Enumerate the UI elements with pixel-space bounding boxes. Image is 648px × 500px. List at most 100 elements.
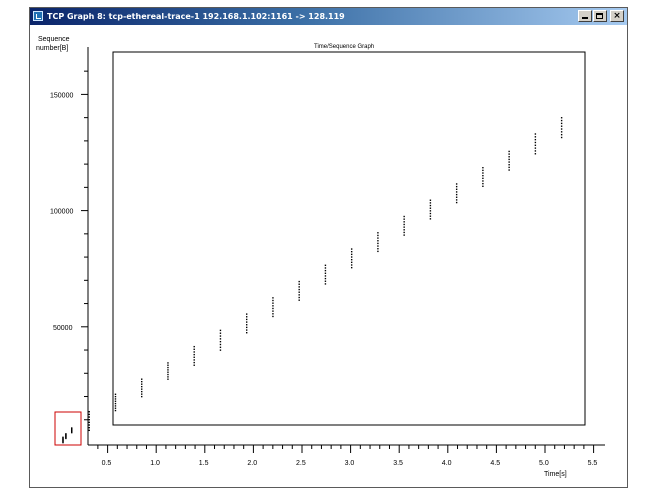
data-point: [429, 212, 432, 215]
data-point: [114, 400, 117, 402]
data-point: [350, 248, 353, 250]
data-point: [429, 207, 432, 209]
title-bar[interactable]: TCP Graph 8: tcp-ethereal-trace-1 192.16…: [30, 8, 627, 25]
data-point: [482, 172, 484, 174]
data-point: [324, 280, 327, 282]
data-point: [482, 182, 484, 185]
data-point: [141, 388, 143, 390]
x-tick-label: 3.5: [393, 460, 403, 467]
data-point: [534, 150, 537, 152]
graph-canvas[interactable]: Sequence number[B] Time[s] Time/Sequence…: [30, 25, 628, 487]
data-point: [508, 166, 510, 169]
data-point: [141, 380, 143, 383]
data-point: [245, 324, 248, 326]
data-point: [508, 161, 510, 163]
data-point: [88, 416, 90, 418]
data-point: [377, 248, 379, 250]
data-point: [62, 441, 64, 443]
data-point: [193, 356, 195, 358]
data-point: [508, 164, 510, 166]
zoom-frame[interactable]: [112, 51, 586, 426]
data-point: [167, 373, 169, 376]
data-point: [482, 185, 484, 187]
x-tick-label: 2.5: [296, 460, 306, 467]
data-point: [219, 343, 222, 346]
data-point: [62, 439, 64, 442]
data-point: [534, 138, 537, 141]
x-tick-label: 2.0: [247, 460, 257, 467]
data-point: [167, 366, 169, 369]
data-point: [377, 234, 379, 237]
data-point: [534, 144, 537, 146]
data-point: [141, 395, 143, 398]
y-axis-label-line2: number[B]: [36, 45, 68, 52]
data-point: [219, 335, 222, 337]
data-point: [114, 395, 117, 398]
minimize-button[interactable]: [578, 10, 592, 22]
data-point: [455, 199, 458, 201]
x-tick-label: 3.0: [345, 460, 355, 467]
close-button[interactable]: ×: [610, 10, 624, 22]
data-point: [455, 193, 458, 196]
data-point: [298, 286, 300, 288]
data-point: [482, 177, 484, 180]
data-point: [193, 351, 195, 353]
data-point: [560, 128, 563, 130]
data-point: [429, 215, 432, 217]
data-point: [245, 332, 248, 334]
data-point: [324, 272, 327, 274]
time-sequence-chart[interactable]: Sequence number[B] Time[s] Time/Sequence…: [30, 25, 628, 487]
data-point: [114, 398, 117, 400]
data-point: [88, 426, 90, 429]
x-tick-label: 1.5: [199, 460, 209, 467]
data-point: [141, 378, 143, 380]
data-point: [62, 438, 64, 440]
data-point: [193, 353, 195, 356]
data-point: [560, 133, 563, 136]
maximize-icon: [596, 13, 603, 19]
data-point: [272, 315, 274, 318]
x-tick-label: 5.5: [588, 460, 598, 467]
data-point: [377, 237, 379, 239]
data-point: [377, 250, 379, 253]
data-point: [62, 436, 64, 438]
data-point: [350, 266, 353, 269]
data-point: [298, 299, 300, 301]
data-point: [272, 305, 274, 307]
data-point: [324, 267, 327, 269]
data-point: [350, 256, 353, 258]
data-point: [167, 376, 169, 378]
data-point: [324, 264, 327, 267]
data-point: [272, 297, 274, 299]
data-point: [88, 429, 90, 432]
y-tick-label: 150000: [50, 92, 73, 99]
y-tick-label: 100000: [50, 209, 73, 216]
zoom-marker[interactable]: [54, 411, 82, 446]
app-icon: [33, 11, 43, 21]
x-tick-label: 1.0: [150, 460, 160, 467]
data-point: [350, 264, 353, 266]
data-point: [534, 136, 537, 138]
data-point: [245, 326, 248, 329]
data-point: [167, 369, 169, 371]
data-point: [403, 218, 405, 220]
tcp-graph-window: TCP Graph 8: tcp-ethereal-trace-1 192.16…: [29, 7, 628, 488]
data-point: [167, 364, 169, 366]
data-point: [482, 180, 484, 182]
maximize-button[interactable]: [593, 10, 607, 22]
data-point: [167, 371, 169, 373]
data-point: [219, 338, 222, 340]
data-point: [193, 359, 195, 361]
data-point: [429, 210, 432, 212]
data-point: [62, 441, 64, 444]
data-point: [62, 438, 64, 441]
minimize-icon: [582, 17, 588, 19]
data-point: [193, 361, 195, 364]
data-point: [141, 383, 143, 385]
data-point: [508, 150, 510, 153]
data-point: [377, 242, 379, 245]
zoom-frame-title: Time/Sequence Graph: [314, 44, 374, 50]
data-point: [429, 199, 432, 201]
data-point: [482, 174, 484, 177]
data-point: [455, 183, 458, 185]
